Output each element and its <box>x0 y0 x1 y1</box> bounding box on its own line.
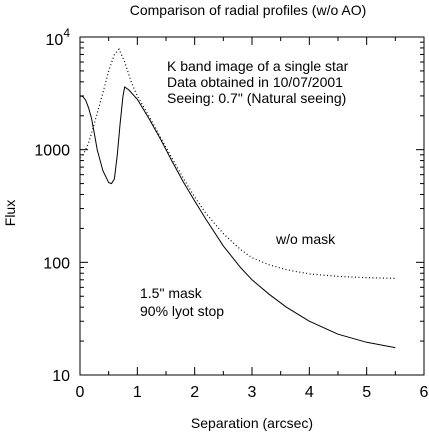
x-tick-label: 6 <box>420 384 429 401</box>
y-tick-label: 1000 <box>34 143 70 160</box>
label-mask: 1.5" mask <box>140 285 203 301</box>
info-line-band: K band image of a single star <box>167 58 349 74</box>
x-axis-label: Separation (arcsec) <box>191 415 313 431</box>
series-layer <box>79 48 396 349</box>
tick-marks <box>79 36 425 376</box>
y-axis-label: Flux <box>2 200 18 226</box>
x-tick-label: 2 <box>190 384 199 401</box>
x-tick-labels: 0 1 2 3 4 5 6 <box>76 384 429 401</box>
plot-area <box>79 36 425 376</box>
info-line-date: Data obtained in 10/07/2001 <box>167 74 343 90</box>
y-tick-label: 100 <box>43 255 70 272</box>
chart-title: Comparison of radial profiles (w/o AO) <box>130 2 367 18</box>
y-tick-label: 104 <box>46 26 71 49</box>
info-line-seeing: Seeing: 0.7" (Natural seeing) <box>167 90 346 106</box>
x-tick-label: 0 <box>76 384 85 401</box>
x-tick-label: 4 <box>305 384 314 401</box>
y-tick-label: 10 <box>52 368 70 385</box>
x-tick-label: 5 <box>362 384 371 401</box>
series-line-solid <box>79 86 396 349</box>
x-tick-label: 1 <box>133 384 142 401</box>
label-lyot-stop: 90% lyot stop <box>140 303 224 319</box>
x-tick-label: 3 <box>248 384 257 401</box>
label-no-mask: w/o mask <box>275 231 336 247</box>
y-tick-labels: 10 100 1000 104 <box>34 26 70 385</box>
